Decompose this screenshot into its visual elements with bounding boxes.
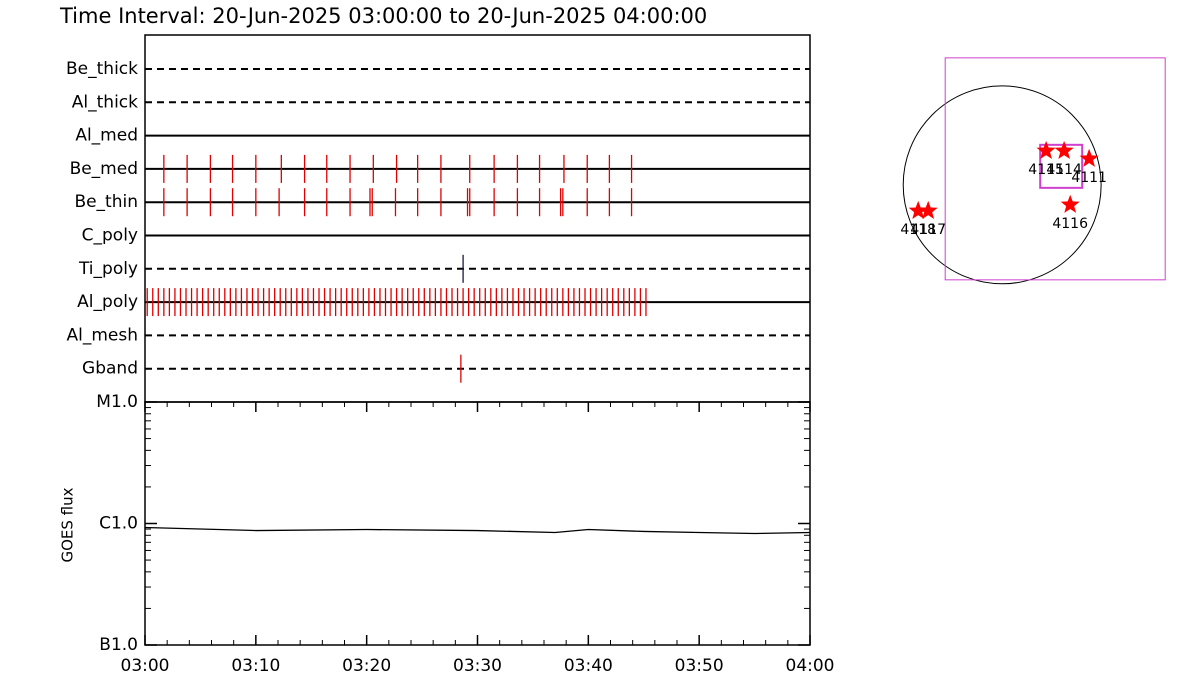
active-region-star [1060, 194, 1080, 213]
x-tick-label: 03:10 [231, 656, 280, 676]
active-region-label: 4118 [900, 222, 936, 238]
timeline-frame [144, 34, 811, 403]
x-tick-label: 04:00 [786, 656, 835, 676]
filter-label: C_poly [82, 226, 138, 246]
goes-curve [144, 526, 811, 535]
active-region-label: 4116 [1052, 216, 1088, 232]
field-of-view [1039, 143, 1084, 189]
active-region-star [1036, 140, 1056, 159]
field-of-view [944, 57, 1166, 281]
active-region-label: 4117 [910, 222, 946, 238]
filter-label: Al_mesh [66, 325, 138, 345]
filter-label: Be_thick [66, 59, 138, 79]
filter-label: Be_thin [74, 192, 138, 212]
filter-label: Al_thick [72, 92, 138, 112]
goes-frame [144, 401, 811, 646]
filter-label: Al_med [75, 126, 138, 146]
active-region-star [908, 200, 928, 219]
filter-label: Ti_poly [78, 259, 138, 279]
x-tick-label: 03:00 [121, 656, 170, 676]
filter-label: Al_poly [77, 292, 138, 312]
x-tick-label: 03:30 [453, 656, 502, 676]
y-axis-label: GOES flux [59, 487, 77, 562]
x-tick-label: 03:40 [564, 656, 613, 676]
active-region-star [1054, 140, 1074, 159]
x-tick-label: 03:50 [675, 656, 724, 676]
y-tick-label: M1.0 [96, 392, 138, 412]
chart-title: Time Interval: 20-Jun-2025 03:00:00 to 2… [59, 4, 707, 28]
active-region-label: 4111 [1071, 170, 1107, 186]
filter-label: Be_med [70, 159, 138, 179]
filter-label: Gband [82, 359, 138, 379]
active-region-label: 4115 [1028, 162, 1064, 178]
y-tick-label: C1.0 [99, 514, 138, 534]
active-region-star [1079, 148, 1099, 167]
y-tick-label: B1.0 [99, 635, 138, 655]
x-tick-label: 03:20 [342, 656, 391, 676]
active-region-star [918, 200, 938, 219]
solar-disk [902, 85, 1102, 285]
active-region-label: 4114 [1046, 162, 1082, 178]
